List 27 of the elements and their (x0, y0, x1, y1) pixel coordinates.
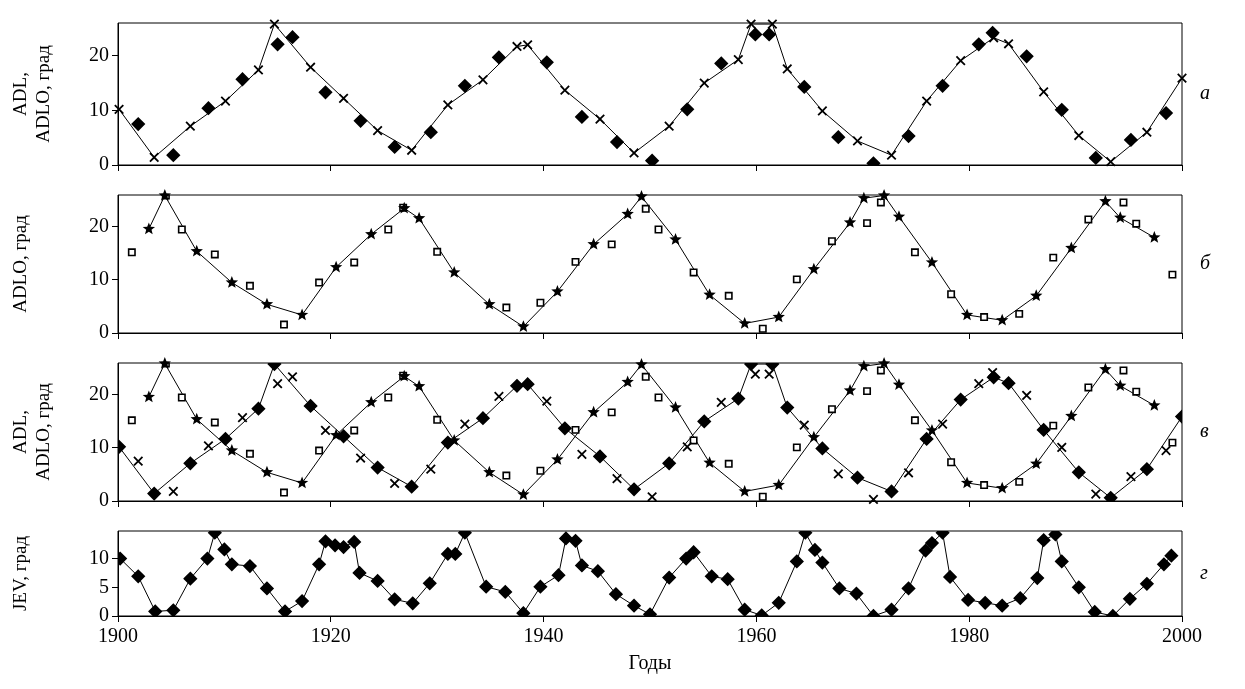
text: г (1200, 560, 1208, 583)
x-tick-label: 1960 (736, 624, 777, 647)
y-tick-label: 10 (89, 435, 109, 458)
y-tick-label: 10 (89, 267, 109, 290)
y-tick-label: 20 (89, 43, 109, 66)
x-axis-title: Годы (628, 651, 672, 675)
x-tick-label: 1980 (949, 624, 990, 647)
y-tick-label: 20 (89, 382, 109, 405)
y-axis-title: ADL, ADLO, град (9, 382, 54, 481)
y-axis-title: ADL, ADLO, град (9, 44, 54, 143)
x-tick-label: 2000 (1162, 624, 1202, 647)
text: в (1200, 419, 1209, 442)
y-tick-label: 0 (99, 320, 109, 343)
y-tick-label: 20 (89, 214, 109, 237)
text: а (1200, 81, 1210, 104)
y-axis-title: ADLO, град (9, 214, 31, 313)
y-tick-label: 5 (99, 574, 109, 597)
y-tick-label: 0 (99, 488, 109, 511)
x-tick-label: 1900 (98, 624, 138, 647)
y-tick-label: 10 (89, 97, 109, 120)
text: б (1200, 251, 1211, 274)
x-tick-label: 1940 (523, 624, 564, 647)
y-tick-label: 0 (99, 152, 109, 175)
x-tick-label: 1920 (310, 624, 351, 647)
y-tick-label: 0 (99, 603, 109, 626)
y-axis-title: JEV, град (9, 535, 31, 612)
y-tick-label: 10 (89, 545, 109, 568)
